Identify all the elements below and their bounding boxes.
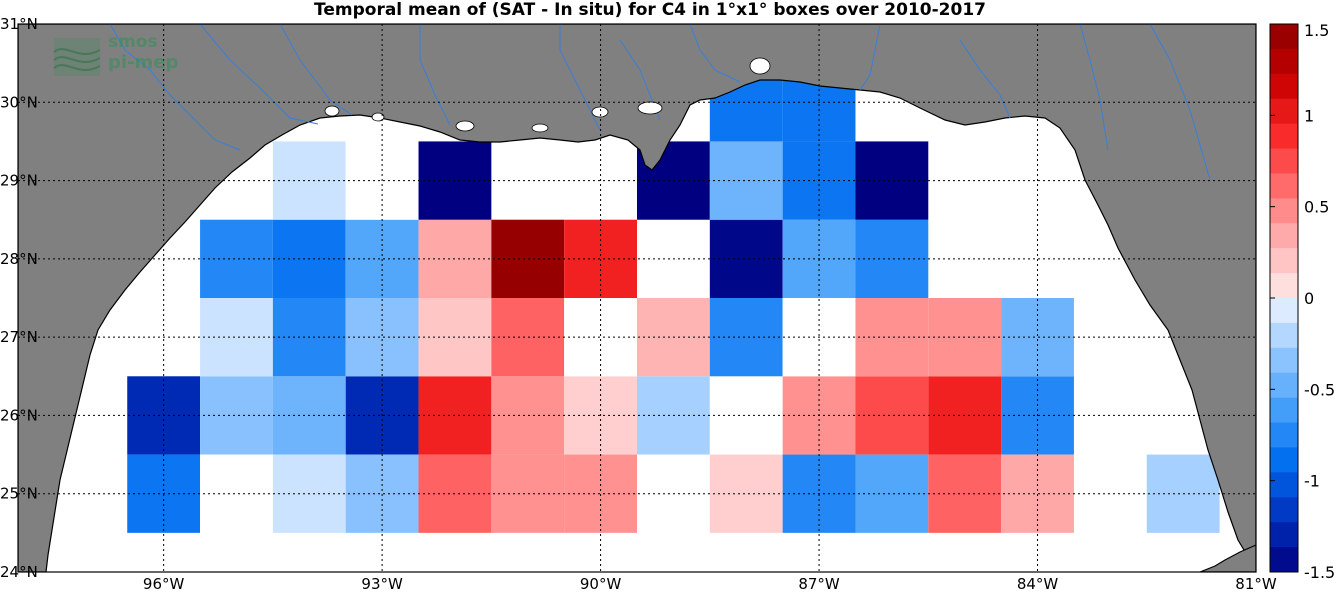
heatmap-cell [709,219,783,298]
colorbar-swatches [1270,24,1298,573]
colorbar-tick-label: 1 [1304,106,1314,125]
colorbar-swatch [1270,547,1298,573]
heatmap-cell [709,141,783,220]
lat-tick-label: 28°N [0,250,38,268]
heatmap-cell [855,376,929,455]
colorbar-swatch [1270,223,1298,249]
colorbar-swatch [1270,98,1298,125]
coastal-marsh [324,57,771,133]
lon-tick-label: 87°W [798,575,840,592]
lon-tick-label: 90°W [580,575,622,592]
colorbar-tick-label: 0.5 [1304,198,1329,217]
heatmap-cell [709,454,783,533]
rivers-layer [109,24,1211,181]
lat-tick-label: 25°N [0,485,38,503]
heatmap-cell [709,298,783,377]
colorbar-swatch [1270,73,1298,100]
heatmap-cell [855,298,929,377]
colorbar-ticks: 1.5 1 0.5 0 -0.5 -1 -1.5 [1270,21,1335,582]
map-graticule [18,24,1256,572]
land-layer [18,24,1256,572]
us-gulf-coast-land [18,24,1256,572]
colorbar-swatch [1270,497,1298,523]
heatmap-cell [200,454,273,533]
colorbar-swatch [1270,422,1298,448]
heatmap-cell [200,219,273,298]
heatmap-cell [855,219,929,298]
smos-pi-mep-logo: smos pi-mep [52,32,192,82]
colorbar-swatch [1270,273,1298,299]
heatmap-cell [855,454,929,533]
logo-text-smos: smos [108,32,158,52]
lon-tick-label: 93°W [361,575,403,592]
lat-tick-label: 29°N [0,172,38,190]
colorbar-swatch [1270,123,1298,150]
colorbar-swatch [1270,347,1298,374]
logo-waves-icon [53,38,101,76]
lon-tick-label: 84°W [1017,575,1059,592]
logo-text-pi-mep: pi-mep [108,52,179,73]
colorbar-swatch [1270,447,1298,473]
colorbar-tick-label: 1.5 [1304,21,1329,40]
lat-tick-label: 31°N [0,15,38,33]
heatmap-cell [709,376,783,455]
lat-tick-label: 24°N [0,563,38,581]
colorbar-swatch [1270,322,1298,349]
colorbar-tick-label: 0 [1304,289,1314,308]
map-frame [17,23,1257,573]
colorbar-tick-label: -1.5 [1304,563,1335,582]
lat-tick-label: 26°N [0,406,38,424]
lon-tick-label: 81°W [1235,575,1277,592]
map-title: Temporal mean of (SAT - In situ) for C4 … [314,0,986,20]
colorbar-swatch [1270,198,1298,224]
colorbar-tick-label: -0.5 [1304,380,1335,399]
colorbar-swatch [1270,248,1298,274]
lon-tick-label: 96°W [143,575,185,592]
cuba-land [1199,544,1256,572]
colorbar-swatch [1270,372,1298,399]
heatmap-cell [200,298,273,377]
heatmap-cell [200,376,273,455]
colorbar-tick-label: -1 [1304,472,1320,491]
colorbar-swatch [1270,397,1298,424]
colorbar-swatch [1270,24,1298,50]
lat-tick-label: 30°N [0,93,38,111]
heatmap-cell [855,141,929,220]
colorbar-swatch [1270,522,1298,548]
heatmap-cell [345,298,419,377]
lat-tick-label: 27°N [0,328,38,346]
colorbar-swatch [1270,298,1298,324]
colorbar-swatch [1270,173,1298,199]
colorbar-swatch [1270,472,1298,498]
map-axes: 96°W 93°W 90°W 87°W 84°W 81°W 24°N 25°N 26°N 27°N… [0,15,1277,592]
colorbar-swatch [1270,148,1298,174]
colorbar-swatch [1270,48,1298,75]
